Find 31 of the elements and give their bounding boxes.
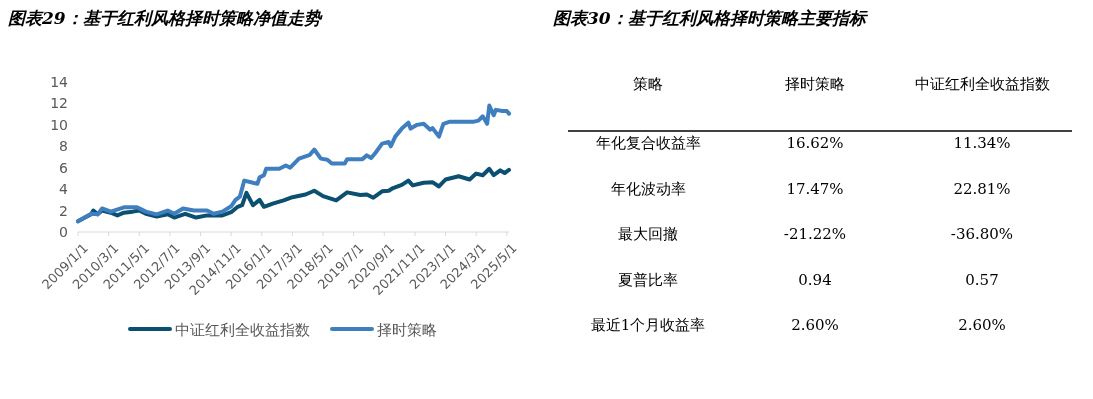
y-tick-label: 12 (50, 95, 68, 112)
text: 17.47% (786, 179, 844, 198)
y-tick-label: 0 (59, 224, 68, 240)
y-tick-label: 14 (50, 74, 69, 90)
text: 11.34% (953, 134, 1011, 152)
text: 0.94 (798, 270, 832, 289)
text: 22.81% (953, 179, 1011, 198)
y-tick-label: 10 (50, 116, 68, 133)
chart-title: 图表29：基于红利风格择时策略净值走势 (8, 8, 323, 28)
y-tick-label: 6 (59, 159, 69, 176)
text: 策略 (633, 75, 663, 93)
y-tick-label: 4 (59, 181, 69, 198)
y-tick-label: 8 (59, 138, 68, 155)
category-label: 择时策略 (785, 75, 845, 93)
y-tick-label: 2 (59, 202, 68, 219)
category-label: 年化复合收益率 (595, 134, 701, 152)
text: 图表30：基于红利风格择时策略主要指标 (553, 8, 869, 28)
category-label: 中证红利全收益指数 (914, 75, 1050, 93)
category-label: 最近1个月收益率 (590, 316, 706, 334)
category-label: 夏普比率 (618, 270, 678, 289)
text: -36.80% (950, 225, 1014, 243)
category-label: 最大回撤 (618, 225, 678, 243)
text: 2.60% (958, 316, 1006, 334)
text: 2.60% (791, 316, 839, 334)
text: 16.62% (786, 134, 844, 152)
legend-label: 择时策略 (377, 321, 437, 339)
text: -21.22% (783, 225, 847, 243)
category-label: 年化波动率 (610, 179, 686, 198)
text: 0.57 (965, 270, 999, 289)
line-series (76, 103, 511, 224)
legend-label: 中证红利全收益指数 (175, 321, 310, 339)
